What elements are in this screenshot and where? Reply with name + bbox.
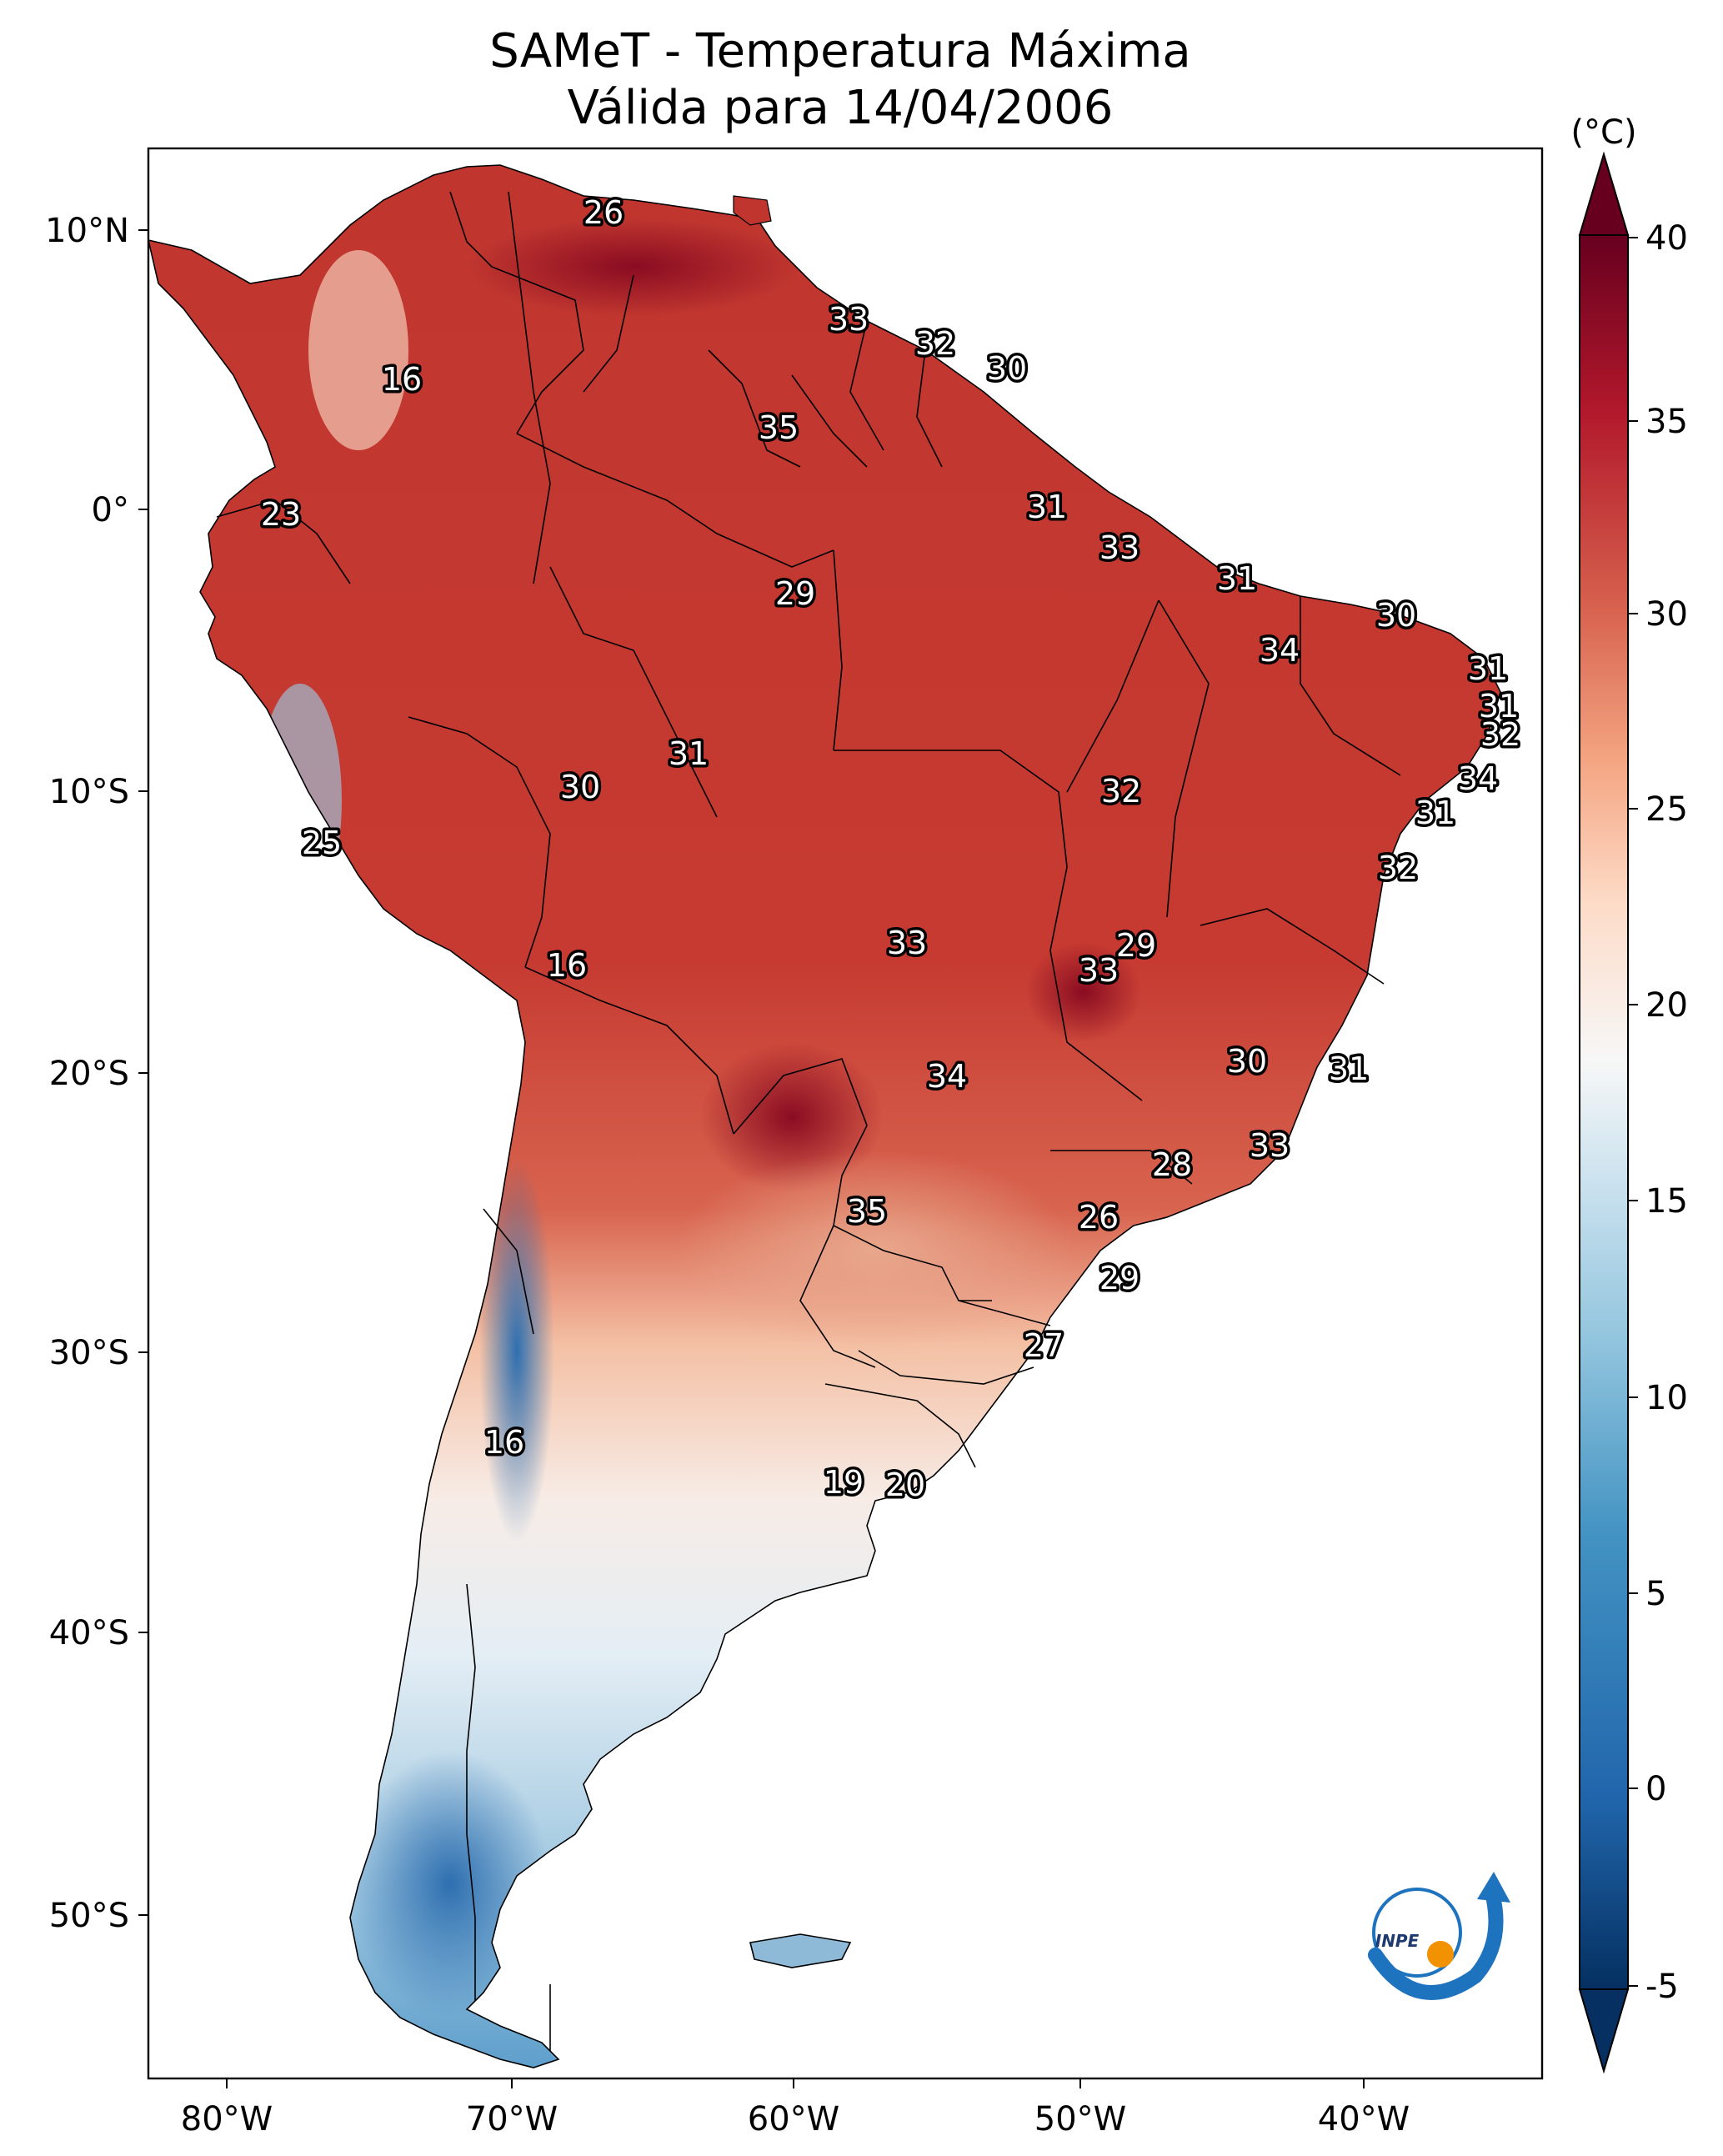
inpe-logo: INPE (1368, 1872, 1510, 2000)
colorbar-tick-label: 40 (1645, 219, 1688, 258)
colorbar-tick-label: 5 (1645, 1575, 1666, 1613)
y-tick-label: 50°S (49, 1897, 129, 1935)
contour-label: 33 (1079, 952, 1119, 989)
colorbar-tick-label: -5 (1645, 1968, 1679, 2006)
colorbar: (°C) 40 35 30 25 20 15 10 5 0 -5 (1570, 113, 1688, 2074)
contour-label: 34 (1260, 632, 1300, 669)
contour-label: 30 (1376, 597, 1416, 634)
contour-label: 30 (1227, 1043, 1267, 1080)
contour-label: 29 (775, 575, 815, 612)
map-title-line1: SAMeT - Temperatura Máxima (489, 24, 1191, 78)
contour-labels: 26 16 33 32 30 35 23 31 33 29 31 30 34 3… (258, 192, 1523, 1507)
contour-label: 35 (759, 409, 799, 446)
colorbar-tick-label: 35 (1645, 403, 1688, 441)
colorbar-tick-label: 20 (1645, 986, 1688, 1025)
contour-label: 28 (1152, 1146, 1192, 1183)
contour-label: 16 (382, 361, 422, 398)
x-tick-label: 50°W (1034, 2100, 1126, 2138)
contour-label: 31 (1217, 560, 1257, 597)
contour-label: 19 (824, 1464, 864, 1501)
contour-label: 32 (1480, 716, 1520, 753)
contour-label: 33 (829, 301, 869, 338)
y-tick-label: 0° (92, 491, 129, 529)
colorbar-gradient (1579, 234, 1629, 1990)
colorbar-bottom-extend (1578, 1988, 1630, 2074)
x-tick-label: 70°W (466, 2100, 558, 2138)
contour-label: 31 (1329, 1050, 1369, 1087)
contour-label: 32 (1378, 850, 1418, 886)
contour-label: 31 (1415, 795, 1455, 831)
contour-label: 34 (927, 1058, 967, 1095)
y-tick-label: 10°N (45, 212, 129, 250)
political-borders (216, 191, 1401, 2051)
contour-label: 33 (1099, 529, 1139, 566)
colorbar-unit: (°C) (1570, 113, 1636, 152)
colorbar-tick-label: 15 (1645, 1182, 1688, 1221)
contour-label: 26 (584, 194, 624, 231)
x-tick-label: 40°W (1318, 2100, 1410, 2138)
colorbar-tick-label: 25 (1645, 790, 1688, 829)
contour-label: 29 (1116, 927, 1156, 964)
contour-label: 31 (1027, 489, 1067, 525)
contour-label: 35 (847, 1193, 887, 1230)
contour-label: 16 (547, 947, 587, 984)
contour-label: 23 (261, 496, 301, 533)
contour-label: 32 (915, 325, 955, 362)
y-tick-label: 10°S (49, 773, 129, 811)
islands (733, 195, 852, 1968)
y-tick-label: 20°S (49, 1055, 129, 1093)
contour-label: 31 (1479, 688, 1519, 725)
x-tick-label: 60°W (748, 2100, 839, 2138)
colorbar-top-extend (1578, 151, 1630, 236)
contour-label: 29 (1099, 1260, 1139, 1296)
x-tick-label: 80°W (181, 2100, 273, 2138)
x-axis: 80°W 70°W 60°W 50°W 40°W (181, 2078, 1410, 2138)
contour-label: 31 (669, 735, 709, 772)
contour-label: 31 (1468, 650, 1508, 687)
contour-label: 33 (887, 925, 927, 961)
contour-label: 34 (1458, 760, 1498, 797)
contour-label: 32 (1101, 773, 1141, 810)
contour-label: 25 (302, 825, 342, 861)
contour-label: 30 (560, 769, 600, 805)
inpe-logo-text: INPE (1375, 1931, 1420, 1951)
contour-label: 33 (1250, 1127, 1290, 1164)
contour-label: 26 (1079, 1199, 1119, 1236)
colorbar-tick-label: 10 (1645, 1379, 1688, 1417)
contour-label: 16 (484, 1424, 524, 1461)
y-axis: 10°N 0° 10°S 20°S 30°S 40°S 50°S (45, 212, 148, 1935)
contour-label: 30 (987, 350, 1027, 387)
colorbar-tick-label: 30 (1645, 595, 1688, 634)
y-tick-label: 30°S (49, 1334, 129, 1372)
contour-label: 20 (885, 1467, 925, 1503)
contour-label: 27 (1024, 1327, 1064, 1364)
y-tick-label: 40°S (49, 1614, 129, 1652)
map-title-line2: Válida para 14/04/2006 (568, 81, 1114, 135)
colorbar-tick-label: 0 (1645, 1770, 1666, 1808)
